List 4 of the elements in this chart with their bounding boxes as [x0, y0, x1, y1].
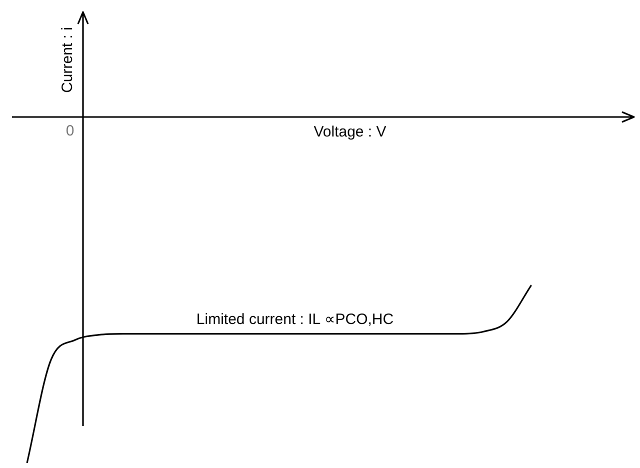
annotation: Limited current : IL ∝PCO,HC	[196, 311, 394, 328]
y-axis-title: Current : i	[59, 27, 76, 93]
x-axis-title: Voltage : V	[314, 124, 386, 141]
annotation: 0	[66, 122, 74, 140]
